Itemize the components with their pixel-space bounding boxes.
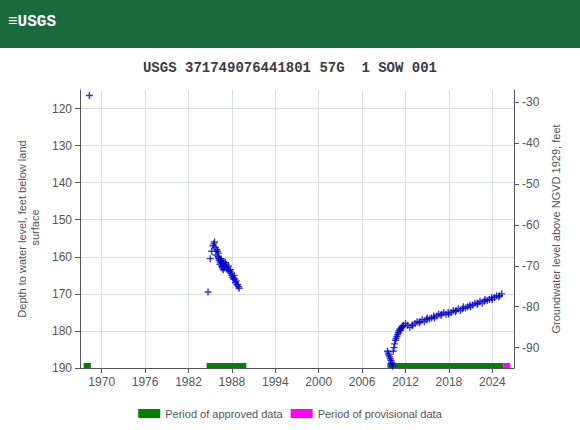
svg-text:150: 150 <box>52 213 72 227</box>
svg-text:Groundwater level above NGVD 1: Groundwater level above NGVD 1929, feet <box>550 124 562 333</box>
svg-text:180: 180 <box>52 324 72 338</box>
svg-text:160: 160 <box>52 250 72 264</box>
svg-text:2000: 2000 <box>305 375 332 389</box>
svg-text:-60: -60 <box>522 218 540 232</box>
svg-text:1994: 1994 <box>262 375 289 389</box>
svg-text:1988: 1988 <box>219 375 246 389</box>
svg-text:-30: -30 <box>522 95 540 109</box>
svg-text:1976: 1976 <box>132 375 159 389</box>
svg-text:2006: 2006 <box>349 375 376 389</box>
svg-text:2018: 2018 <box>436 375 463 389</box>
svg-text:-40: -40 <box>522 136 540 150</box>
svg-text:190: 190 <box>52 361 72 375</box>
svg-text:-50: -50 <box>522 177 540 191</box>
svg-text:2024: 2024 <box>479 375 506 389</box>
svg-text:≡USGS: ≡USGS <box>8 13 56 31</box>
svg-text:120: 120 <box>52 102 72 116</box>
svg-text:Depth to water level, feet bel: Depth to water level, feet below land <box>16 140 28 317</box>
svg-text:Period of provisional data: Period of provisional data <box>318 408 443 420</box>
svg-text:170: 170 <box>52 287 72 301</box>
svg-text:Period of approved data: Period of approved data <box>165 408 283 420</box>
svg-text:1982: 1982 <box>175 375 202 389</box>
svg-text:140: 140 <box>52 176 72 190</box>
svg-text:130: 130 <box>52 139 72 153</box>
svg-text:-80: -80 <box>522 300 540 314</box>
svg-text:-70: -70 <box>522 259 540 273</box>
svg-text:1970: 1970 <box>88 375 115 389</box>
svg-text:2012: 2012 <box>392 375 419 389</box>
svg-text:USGS 371749076441801 57G 1 SO: USGS 371749076441801 57G 1 SOW 001 <box>143 60 437 76</box>
svg-text:surface: surface <box>29 209 41 248</box>
svg-text:-90: -90 <box>522 341 540 355</box>
